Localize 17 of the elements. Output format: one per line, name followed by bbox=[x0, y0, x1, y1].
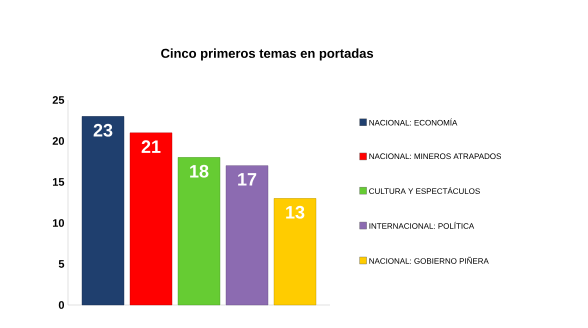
chart-title: Cinco primeros temas en portadas bbox=[161, 48, 374, 60]
bar bbox=[130, 132, 172, 306]
data-label: 23 bbox=[94, 124, 112, 137]
y-tick-label: 15 bbox=[52, 178, 64, 186]
data-label: 17 bbox=[238, 173, 256, 186]
bar bbox=[82, 116, 124, 306]
y-tick-label: 0 bbox=[58, 301, 64, 309]
data-label: 21 bbox=[142, 140, 160, 153]
data-label: 18 bbox=[190, 164, 208, 178]
bar bbox=[178, 157, 220, 306]
bar bbox=[226, 165, 268, 306]
y-tick-label: 10 bbox=[52, 219, 64, 227]
y-tick-label: 5 bbox=[58, 260, 64, 268]
y-tick-label: 20 bbox=[52, 137, 64, 145]
y-tick-label: 25 bbox=[52, 96, 64, 104]
bar bbox=[274, 198, 316, 306]
data-label: 13 bbox=[286, 206, 304, 219]
